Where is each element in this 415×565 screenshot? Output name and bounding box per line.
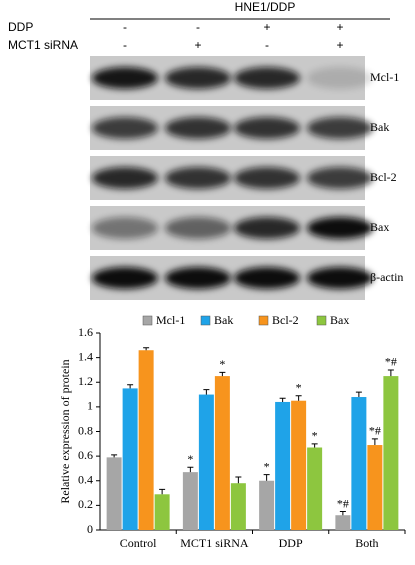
bar xyxy=(383,376,399,530)
band xyxy=(92,217,158,239)
legend-swatch xyxy=(258,315,269,326)
bar xyxy=(291,400,307,530)
band xyxy=(92,267,158,289)
error-bar xyxy=(235,476,242,484)
x-tick-label: DDP xyxy=(279,536,303,550)
y-tick-label: 0.2 xyxy=(78,497,93,511)
error-bar xyxy=(143,347,150,351)
band-label: Bax xyxy=(370,220,389,234)
band-label: Mcl-1 xyxy=(370,70,399,84)
condition-sign: - xyxy=(123,38,127,52)
bar xyxy=(182,472,198,530)
significance-mark: * xyxy=(219,357,225,371)
bar xyxy=(230,483,246,530)
legend-swatch xyxy=(200,315,211,326)
y-tick-label: 1 xyxy=(87,399,93,413)
error-bar xyxy=(355,391,362,398)
significance-mark: *# xyxy=(385,355,397,369)
legend-label: Bak xyxy=(214,313,233,327)
bar xyxy=(259,480,275,530)
error-bar xyxy=(387,369,394,377)
bar xyxy=(307,447,323,530)
error-bar xyxy=(127,384,134,389)
bar xyxy=(198,394,214,530)
condition-sign: + xyxy=(336,20,343,34)
bar xyxy=(275,401,291,530)
band xyxy=(307,67,373,89)
bar xyxy=(122,388,138,530)
y-tick-label: 0.8 xyxy=(78,423,93,437)
band xyxy=(165,167,231,189)
band xyxy=(234,267,300,289)
legend-swatch xyxy=(316,315,327,326)
band-label: Bak xyxy=(370,120,389,134)
condition-sign: - xyxy=(265,38,269,52)
x-tick-label: Both xyxy=(355,536,378,550)
band xyxy=(165,217,231,239)
y-axis-title: Relative expression of protein xyxy=(58,359,72,503)
y-tick-label: 1.6 xyxy=(78,325,93,339)
significance-mark: * xyxy=(296,381,302,395)
error-bar xyxy=(187,466,194,473)
error-bar xyxy=(219,371,226,377)
band-label: Bcl-2 xyxy=(370,170,397,184)
condition-sign: + xyxy=(194,38,201,52)
condition-sign: + xyxy=(263,20,270,34)
bar xyxy=(351,397,367,530)
bar xyxy=(106,457,122,530)
y-tick-label: 0.6 xyxy=(78,448,93,462)
error-bar xyxy=(339,511,346,516)
bar xyxy=(138,350,154,530)
x-tick-label: MCT1 siRNA xyxy=(180,536,249,550)
condition-sign: - xyxy=(123,20,127,34)
blot-header: HNE1/DDP xyxy=(235,0,296,14)
band xyxy=(307,267,373,289)
significance-mark: * xyxy=(312,429,318,443)
y-tick-label: 0 xyxy=(87,522,93,536)
error-bar xyxy=(111,454,118,458)
error-bar xyxy=(263,474,270,481)
bar xyxy=(154,494,170,530)
band xyxy=(92,167,158,189)
significance-mark: * xyxy=(187,452,193,466)
significance-mark: * xyxy=(264,459,270,473)
band-label: β-actin xyxy=(370,270,403,284)
band xyxy=(234,67,300,89)
error-bar xyxy=(159,488,166,495)
band xyxy=(165,117,231,139)
bar xyxy=(214,376,230,530)
y-tick-label: 1.4 xyxy=(78,349,93,363)
band xyxy=(307,117,373,139)
significance-mark: *# xyxy=(369,424,381,438)
condition-sign: + xyxy=(336,38,343,52)
error-bar xyxy=(371,438,378,446)
error-bar xyxy=(279,397,286,402)
condition-sign: - xyxy=(196,20,200,34)
band xyxy=(92,117,158,139)
bar xyxy=(367,445,383,530)
y-tick-label: 1.2 xyxy=(78,374,93,388)
band xyxy=(307,217,373,239)
legend-label: Bax xyxy=(330,313,349,327)
band xyxy=(234,217,300,239)
band xyxy=(165,67,231,89)
band xyxy=(234,117,300,139)
band xyxy=(165,267,231,289)
significance-mark: *# xyxy=(337,496,349,510)
legend-label: Mcl-1 xyxy=(156,313,185,327)
condition-label: MCT1 siRNA xyxy=(8,38,78,52)
error-bar xyxy=(311,443,318,448)
error-bar xyxy=(295,395,302,401)
y-tick-label: 0.4 xyxy=(78,473,93,487)
x-tick-label: Control xyxy=(120,536,157,550)
band xyxy=(92,67,158,89)
legend-swatch xyxy=(142,315,153,326)
condition-label: DDP xyxy=(8,20,33,34)
error-bar xyxy=(203,389,210,395)
bar xyxy=(335,515,351,530)
band xyxy=(307,167,373,189)
band xyxy=(234,167,300,189)
legend-label: Bcl-2 xyxy=(272,313,299,327)
